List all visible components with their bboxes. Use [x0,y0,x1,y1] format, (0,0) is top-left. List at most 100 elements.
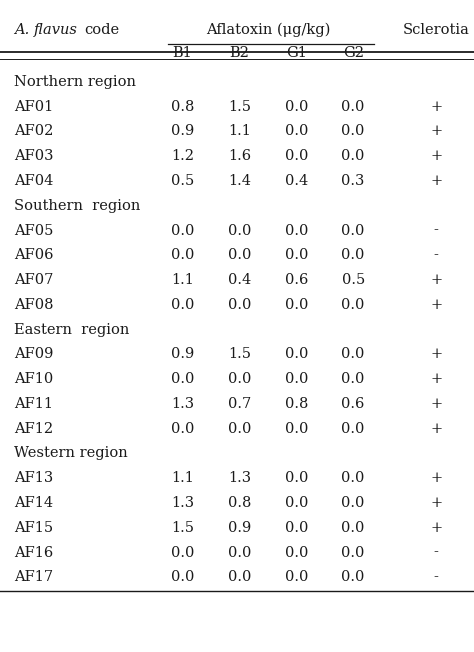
Text: 0.9: 0.9 [228,521,251,535]
Text: 0.0: 0.0 [341,248,365,262]
Text: 0.0: 0.0 [341,570,365,584]
Text: AF12: AF12 [14,422,54,436]
Text: -: - [434,546,438,559]
Text: AF09: AF09 [14,348,54,361]
Text: 0.0: 0.0 [171,422,194,436]
Text: 0.8: 0.8 [171,100,194,113]
Text: 0.0: 0.0 [284,248,308,262]
Text: 0.0: 0.0 [171,372,194,386]
Text: -: - [434,248,438,262]
Text: flavus: flavus [34,23,78,37]
Text: 0.0: 0.0 [228,422,251,436]
Text: AF15: AF15 [14,521,54,535]
Text: 0.7: 0.7 [228,397,251,411]
Text: 0.0: 0.0 [228,248,251,262]
Text: AF06: AF06 [14,248,54,262]
Text: 0.5: 0.5 [341,273,365,287]
Text: 0.0: 0.0 [341,224,365,237]
Text: 0.0: 0.0 [284,125,308,138]
Text: AF02: AF02 [14,125,54,138]
Text: Western region: Western region [14,447,128,460]
Text: Southern  region: Southern region [14,199,141,213]
Text: 0.0: 0.0 [228,546,251,559]
Text: AF17: AF17 [14,570,54,584]
Text: 1.2: 1.2 [171,149,194,163]
Text: -: - [434,224,438,237]
Text: 0.0: 0.0 [284,149,308,163]
Text: -: - [434,570,438,584]
Text: AF10: AF10 [14,372,54,386]
Text: code: code [84,23,119,37]
Text: 1.4: 1.4 [228,174,251,188]
Text: 0.0: 0.0 [228,298,251,312]
Text: 1.5: 1.5 [171,521,194,535]
Text: +: + [430,273,442,287]
Text: B1: B1 [173,46,192,61]
Text: 0.0: 0.0 [341,471,365,485]
Text: +: + [430,100,442,113]
Text: 0.0: 0.0 [284,100,308,113]
Text: 0.0: 0.0 [284,348,308,361]
Text: 0.0: 0.0 [341,298,365,312]
Text: 0.0: 0.0 [284,372,308,386]
Text: 0.0: 0.0 [228,224,251,237]
Text: 1.1: 1.1 [171,273,194,287]
Text: 0.0: 0.0 [171,546,194,559]
Text: 0.6: 0.6 [284,273,308,287]
Text: Sclerotia: Sclerotia [402,23,470,37]
Text: Aflatoxin (μg/kg): Aflatoxin (μg/kg) [206,23,330,37]
Text: +: + [430,521,442,535]
Text: 0.0: 0.0 [284,298,308,312]
Text: Eastern  region: Eastern region [14,323,129,336]
Text: AF03: AF03 [14,149,54,163]
Text: 0.8: 0.8 [228,496,251,510]
Text: +: + [430,422,442,436]
Text: +: + [430,471,442,485]
Text: 0.0: 0.0 [341,422,365,436]
Text: AF11: AF11 [14,397,53,411]
Text: G2: G2 [343,46,364,61]
Text: AF05: AF05 [14,224,54,237]
Text: +: + [430,149,442,163]
Text: 0.0: 0.0 [284,546,308,559]
Text: 0.0: 0.0 [341,348,365,361]
Text: 1.1: 1.1 [171,471,194,485]
Text: A.: A. [14,23,32,37]
Text: 0.0: 0.0 [284,570,308,584]
Text: +: + [430,496,442,510]
Text: AF08: AF08 [14,298,54,312]
Text: AF13: AF13 [14,471,54,485]
Text: 0.0: 0.0 [228,372,251,386]
Text: 0.0: 0.0 [171,298,194,312]
Text: 0.4: 0.4 [228,273,251,287]
Text: 0.5: 0.5 [171,174,194,188]
Text: 0.0: 0.0 [171,570,194,584]
Text: +: + [430,125,442,138]
Text: AF14: AF14 [14,496,54,510]
Text: +: + [430,174,442,188]
Text: AF16: AF16 [14,546,54,559]
Text: 1.3: 1.3 [228,471,251,485]
Text: 0.3: 0.3 [341,174,365,188]
Text: 0.0: 0.0 [341,546,365,559]
Text: 1.1: 1.1 [228,125,251,138]
Text: AF04: AF04 [14,174,54,188]
Text: 0.0: 0.0 [341,372,365,386]
Text: 0.0: 0.0 [341,496,365,510]
Text: 1.5: 1.5 [228,100,251,113]
Text: 0.0: 0.0 [341,125,365,138]
Text: 0.0: 0.0 [284,224,308,237]
Text: +: + [430,397,442,411]
Text: +: + [430,348,442,361]
Text: 0.0: 0.0 [228,570,251,584]
Text: 0.0: 0.0 [341,149,365,163]
Text: 0.0: 0.0 [284,471,308,485]
Text: Northern region: Northern region [14,75,136,89]
Text: +: + [430,372,442,386]
Text: 0.0: 0.0 [284,422,308,436]
Text: 0.0: 0.0 [284,496,308,510]
Text: 0.9: 0.9 [171,348,194,361]
Text: 1.3: 1.3 [171,496,194,510]
Text: 1.5: 1.5 [228,348,251,361]
Text: +: + [430,298,442,312]
